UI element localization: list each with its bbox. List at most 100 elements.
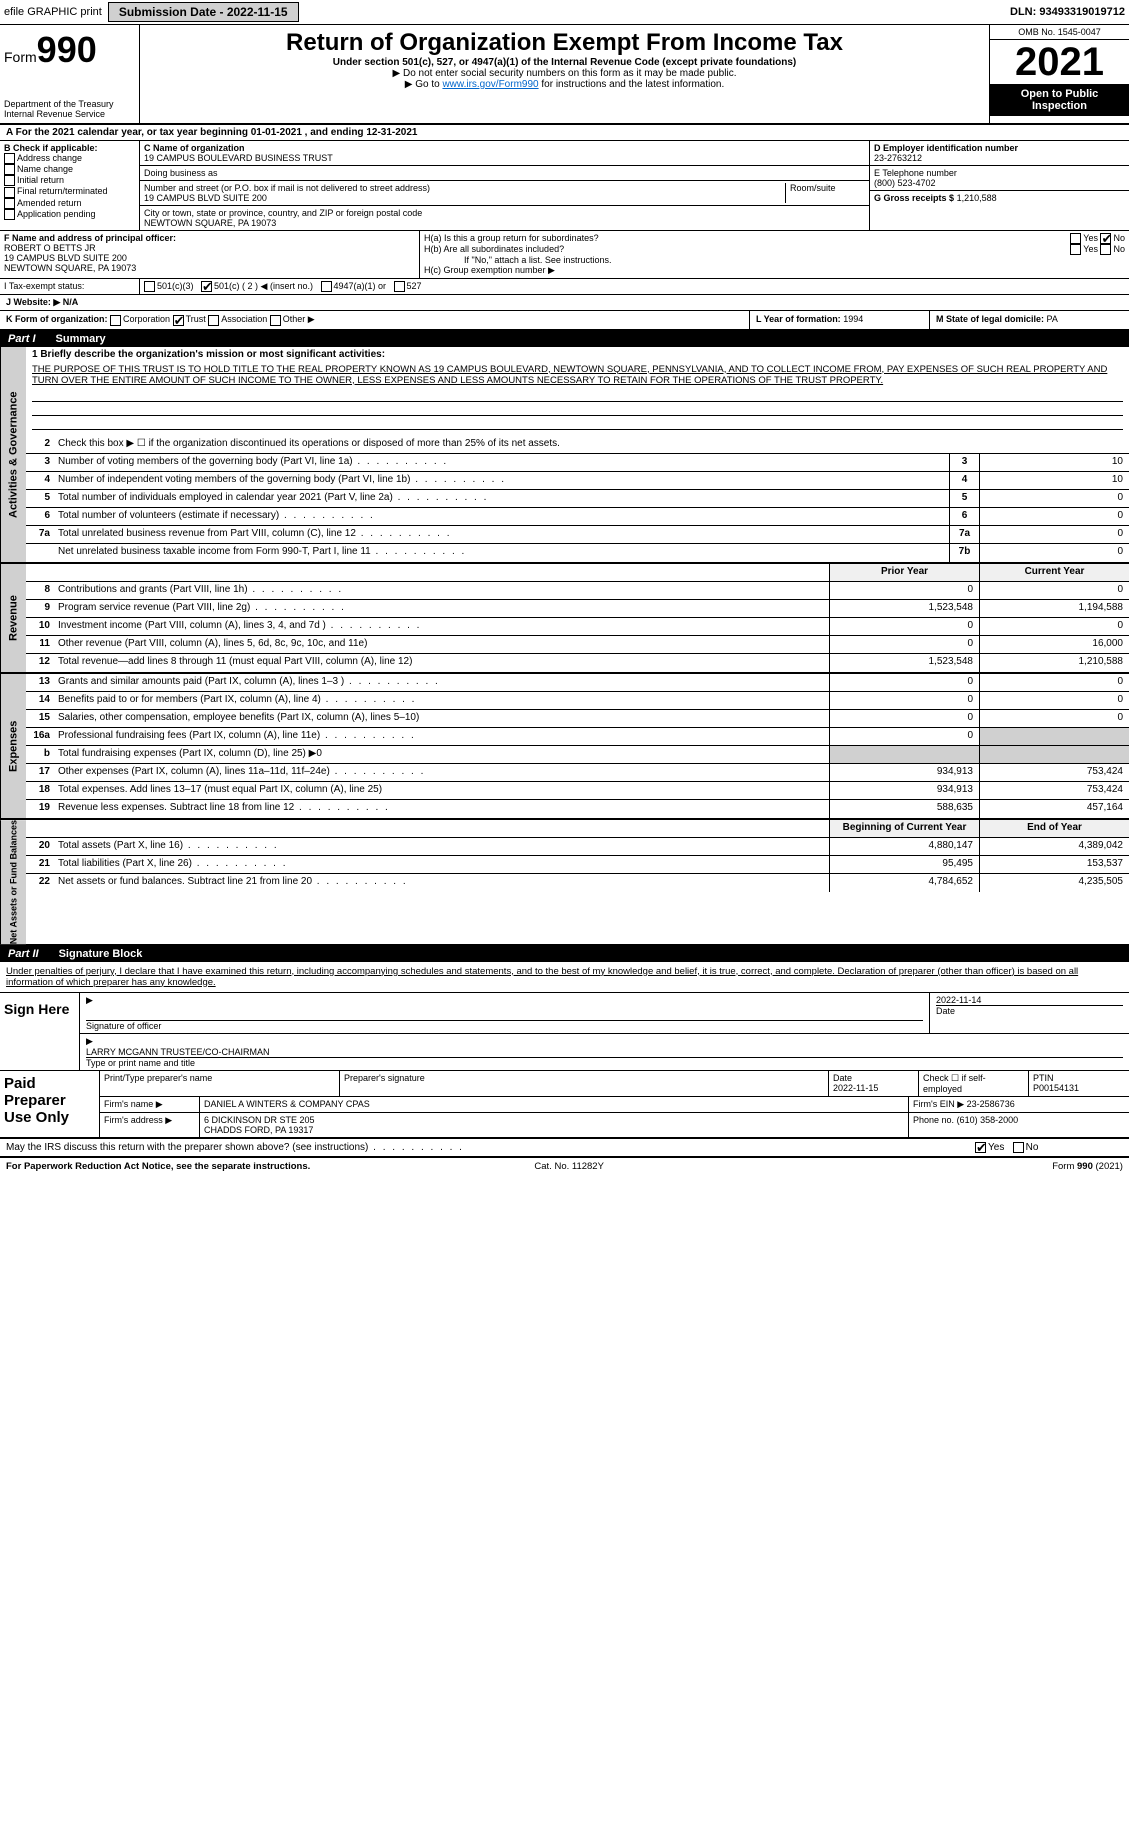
- sig-date: 2022-11-14: [936, 995, 1123, 1005]
- cb-ha-yes[interactable]: [1070, 233, 1081, 244]
- cb-address-change[interactable]: Address change: [4, 153, 135, 164]
- cb-amended-return[interactable]: Amended return: [4, 198, 135, 209]
- cb-hb-no[interactable]: [1100, 244, 1111, 255]
- cb-assoc[interactable]: [208, 315, 219, 326]
- form-label: Form: [4, 49, 37, 65]
- sidelabel-na: Net Assets or Fund Balances: [0, 820, 26, 944]
- cb-527[interactable]: [394, 281, 405, 292]
- v6: 0: [979, 508, 1129, 525]
- street-addr: 19 CAMPUS BLVD SUITE 200: [144, 193, 785, 203]
- cb-discuss-no[interactable]: [1013, 1142, 1024, 1153]
- prep-date: 2022-11-15: [833, 1083, 878, 1093]
- ptin: P00154131: [1033, 1083, 1079, 1093]
- firm-name: DANIEL A WINTERS & COMPANY CPAS: [200, 1097, 909, 1112]
- part1-header: Part ISummary: [0, 331, 1129, 347]
- v7b: 0: [979, 544, 1129, 562]
- lbl-gross: G Gross receipts $: [874, 193, 954, 203]
- header-middle: Return of Organization Exempt From Incom…: [140, 25, 989, 123]
- cb-4947[interactable]: [321, 281, 332, 292]
- header-right: OMB No. 1545-0047 2021 Open to Public In…: [989, 25, 1129, 123]
- efile-topbar: efile GRAPHIC print Submission Date - 20…: [0, 0, 1129, 25]
- v3: 10: [979, 454, 1129, 471]
- state-domicile: PA: [1047, 314, 1058, 324]
- year-formation: 1994: [843, 314, 863, 324]
- activities-governance: Activities & Governance 1 Briefly descri…: [0, 347, 1129, 564]
- lbl-phone: E Telephone number: [874, 168, 1125, 178]
- sidelabel-rev: Revenue: [0, 564, 26, 672]
- lbl-org-name: C Name of organization: [144, 143, 865, 153]
- footer: For Paperwork Reduction Act Notice, see …: [0, 1158, 1129, 1175]
- sidelabel-ag: Activities & Governance: [0, 347, 26, 562]
- firm-phone: (610) 358-2000: [957, 1115, 1019, 1125]
- form-note-ssn: ▶ Do not enter social security numbers o…: [148, 68, 981, 79]
- lbl-ein: D Employer identification number: [874, 143, 1125, 153]
- gross-receipts: 1,210,588: [957, 193, 997, 203]
- cb-discuss-yes[interactable]: [975, 1142, 986, 1153]
- irs-link[interactable]: www.irs.gov/Form990: [442, 79, 538, 90]
- pra-notice: For Paperwork Reduction Act Notice, see …: [6, 1161, 310, 1172]
- section-f: F Name and address of principal officer:…: [0, 231, 420, 278]
- omb-number: OMB No. 1545-0047: [990, 25, 1129, 40]
- v4: 10: [979, 472, 1129, 489]
- officer-addr1: 19 CAMPUS BLVD SUITE 200: [4, 253, 415, 263]
- section-j: J Website: ▶ N/A: [0, 295, 1129, 311]
- open-to-public: Open to Public Inspection: [990, 84, 1129, 116]
- cb-application-pending[interactable]: Application pending: [4, 209, 135, 220]
- ein-value: 23-2763212: [874, 153, 1125, 163]
- cb-hb-yes[interactable]: [1070, 244, 1081, 255]
- v7a: 0: [979, 526, 1129, 543]
- officer-typed-name: LARRY MCGANN TRUSTEE/CO-CHAIRMAN: [86, 1047, 1123, 1057]
- form-title: Return of Organization Exempt From Incom…: [148, 29, 981, 57]
- sig-officer-line: Signature of officer: [86, 1020, 923, 1031]
- cat-no: Cat. No. 11282Y: [534, 1161, 604, 1172]
- officer-group-row: F Name and address of principal officer:…: [0, 231, 1129, 279]
- firm-ein: 23-2586736: [967, 1099, 1015, 1109]
- lbl-city: City or town, state or province, country…: [144, 208, 865, 218]
- part2-header: Part IISignature Block: [0, 946, 1129, 962]
- cb-corp[interactable]: [110, 315, 121, 326]
- cb-trust[interactable]: [173, 315, 184, 326]
- sidelabel-exp: Expenses: [0, 674, 26, 818]
- cb-initial-return[interactable]: Initial return: [4, 175, 135, 186]
- cb-ha-no[interactable]: [1100, 233, 1111, 244]
- lbl-street: Number and street (or P.O. box if mail i…: [144, 183, 785, 193]
- form-note-link: ▶ Go to www.irs.gov/Form990 for instruct…: [148, 79, 981, 90]
- expenses-block: Expenses 13Grants and similar amounts pa…: [0, 674, 1129, 820]
- tax-year: 2021: [990, 40, 1129, 84]
- lbl-room: Room/suite: [785, 183, 865, 203]
- firm-addr1: 6 DICKINSON DR STE 205: [204, 1115, 904, 1125]
- officer-name: ROBERT O BETTS JR: [4, 243, 415, 253]
- submission-date-button[interactable]: Submission Date - 2022-11-15: [108, 2, 299, 22]
- right-info-block: D Employer identification number 23-2763…: [869, 141, 1129, 230]
- officer-addr2: NEWTOWN SQUARE, PA 19073: [4, 263, 415, 273]
- paid-preparer-block: Paid Preparer Use Only Print/Type prepar…: [0, 1071, 1129, 1139]
- form-footer: Form 990 (2021): [1052, 1161, 1123, 1172]
- website-value: N/A: [63, 297, 79, 307]
- section-c-block: C Name of organization 19 CAMPUS BOULEVA…: [140, 141, 869, 230]
- form-subtitle: Under section 501(c), 527, or 4947(a)(1)…: [148, 57, 981, 68]
- org-info-block: B Check if applicable: Address change Na…: [0, 141, 1129, 231]
- efile-label: efile GRAPHIC print: [4, 6, 102, 18]
- revenue-block: Revenue Prior YearCurrent Year 8Contribu…: [0, 564, 1129, 674]
- section-i: I Tax-exempt status: 501(c)(3) 501(c) ( …: [0, 279, 1129, 295]
- section-h: H(a) Is this a group return for subordin…: [420, 231, 1129, 278]
- v5: 0: [979, 490, 1129, 507]
- mission-text: THE PURPOSE OF THIS TRUST IS TO HOLD TIT…: [26, 362, 1129, 388]
- klm-row: K Form of organization: Corporation Trus…: [0, 311, 1129, 330]
- sign-here-row: Sign Here Signature of officer 2022-11-1…: [0, 993, 1129, 1071]
- firm-addr2: CHADDS FORD, PA 19317: [204, 1125, 904, 1135]
- cb-501c[interactable]: [201, 281, 212, 292]
- dept-treasury: Department of the Treasury: [4, 99, 135, 109]
- phone-value: (800) 523-4702: [874, 178, 1125, 188]
- period-row: A For the 2021 calendar year, or tax yea…: [0, 125, 1129, 141]
- netassets-block: Net Assets or Fund Balances Beginning of…: [0, 820, 1129, 946]
- city-state-zip: NEWTOWN SQUARE, PA 19073: [144, 218, 865, 228]
- cb-name-change[interactable]: Name change: [4, 164, 135, 175]
- cb-final-return[interactable]: Final return/terminated: [4, 186, 135, 197]
- lbl-dba: Doing business as: [144, 168, 865, 178]
- cb-501c3[interactable]: [144, 281, 155, 292]
- header-left: Form990 Department of the Treasury Inter…: [0, 25, 140, 123]
- section-b-checkboxes: B Check if applicable: Address change Na…: [0, 141, 140, 230]
- cb-other[interactable]: [270, 315, 281, 326]
- irs-label: Internal Revenue Service: [4, 109, 135, 119]
